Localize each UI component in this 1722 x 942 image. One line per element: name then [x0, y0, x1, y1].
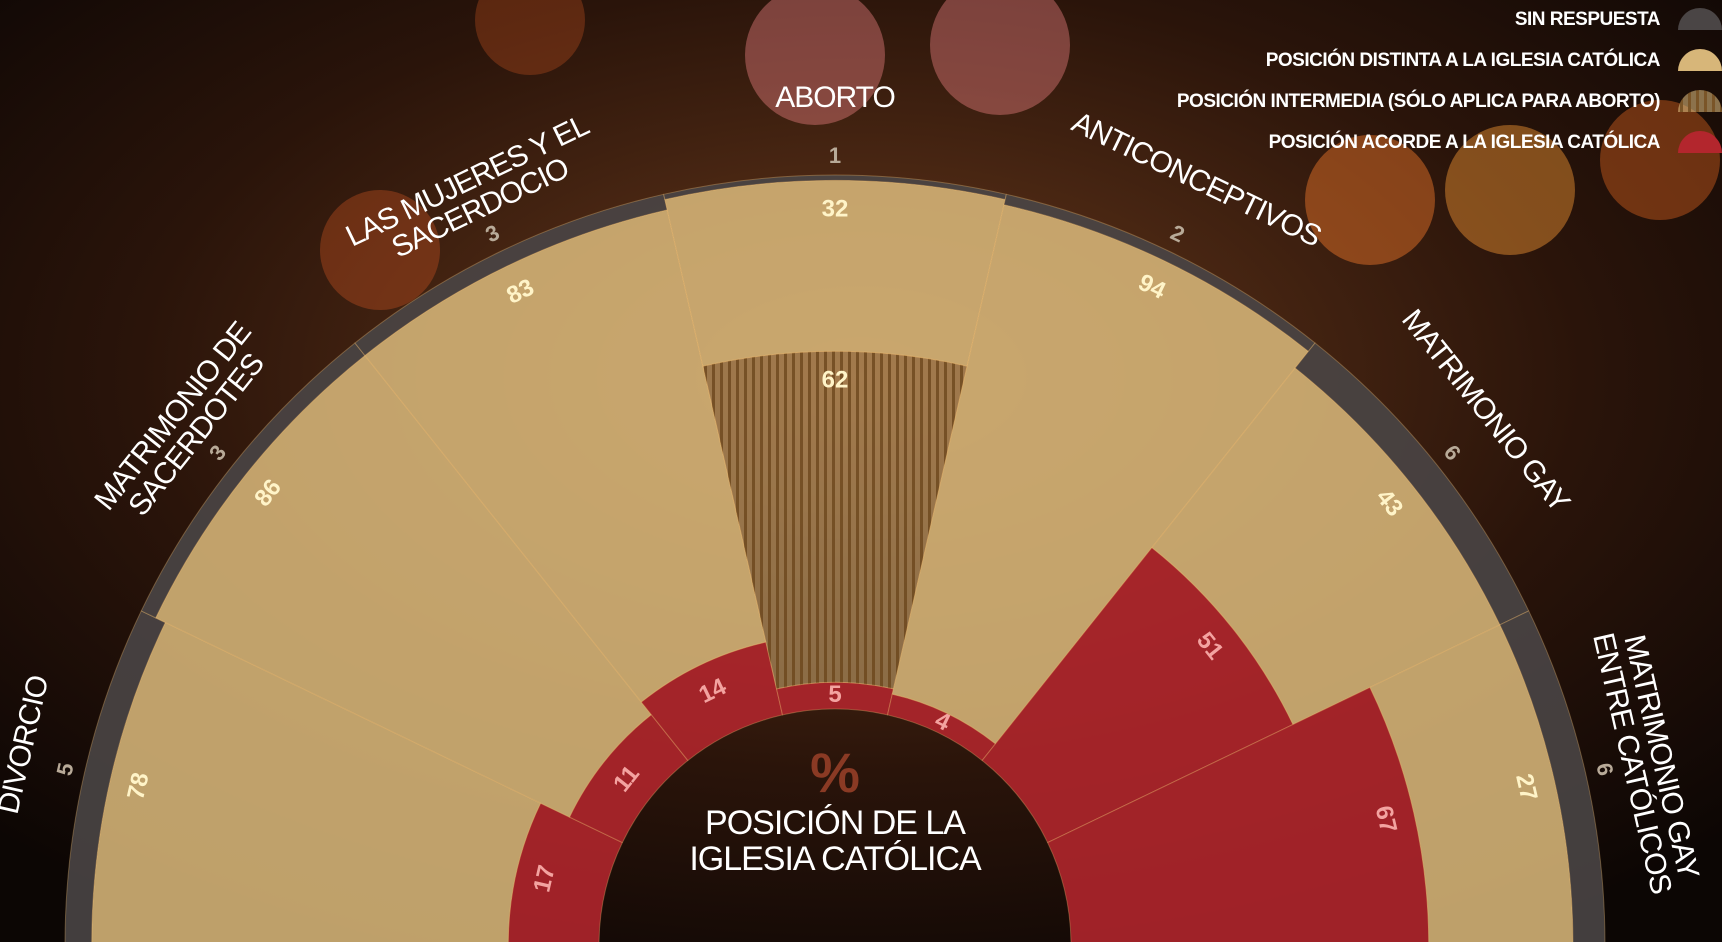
segment	[364, 209, 767, 703]
value-label: 5	[828, 681, 841, 708]
segment	[140, 342, 366, 619]
segment	[702, 350, 968, 690]
legend-label: POSICIÓN DISTINTA A LA IGLESIA CATÓLICA	[1265, 50, 1661, 71]
legend-label: POSICIÓN ACORDE A LA IGLESIA CATÓLICA	[1268, 132, 1661, 153]
segment	[664, 179, 1006, 367]
bokeh	[475, 0, 585, 75]
bokeh	[1600, 100, 1720, 220]
segment	[1369, 624, 1574, 942]
legend-swatch	[1678, 131, 1722, 153]
center-symbol: %	[810, 741, 860, 804]
category-label: ABORTO	[775, 81, 896, 114]
segment	[640, 641, 784, 762]
segment	[155, 354, 652, 818]
bokeh	[1305, 135, 1435, 265]
no-answer-label: 5	[52, 761, 79, 779]
legend-swatch	[1678, 49, 1722, 71]
bokeh	[930, 0, 1070, 115]
segment	[1046, 686, 1430, 942]
legend-swatch	[1678, 90, 1722, 112]
segment	[568, 713, 689, 844]
value-label: 62	[822, 367, 849, 394]
no-answer-label: 1	[829, 143, 841, 168]
value-label: 78	[122, 770, 154, 802]
bokeh	[745, 0, 885, 125]
value-label: 27	[1510, 771, 1542, 803]
center: % POSICIÓN DE LA IGLESIA CATÓLICA	[685, 740, 985, 877]
value-label: 32	[822, 196, 849, 223]
segment	[91, 621, 542, 942]
no-answer-label: 6	[1591, 761, 1618, 779]
segment	[1499, 610, 1606, 942]
center-label: POSICIÓN DE LA IGLESIA CATÓLICA	[689, 804, 981, 878]
bokeh	[1445, 125, 1575, 255]
legend-swatch	[1678, 8, 1722, 30]
value-label: 17	[528, 863, 560, 895]
segment	[663, 174, 1007, 201]
legend-label: SIN RESPUESTA	[1514, 9, 1661, 30]
bokeh	[320, 190, 440, 310]
legend-label: POSICIÓN INTERMEDIA (SÓLO APLICA PARA AB…	[1176, 91, 1661, 112]
value-label: 67	[1370, 803, 1402, 835]
